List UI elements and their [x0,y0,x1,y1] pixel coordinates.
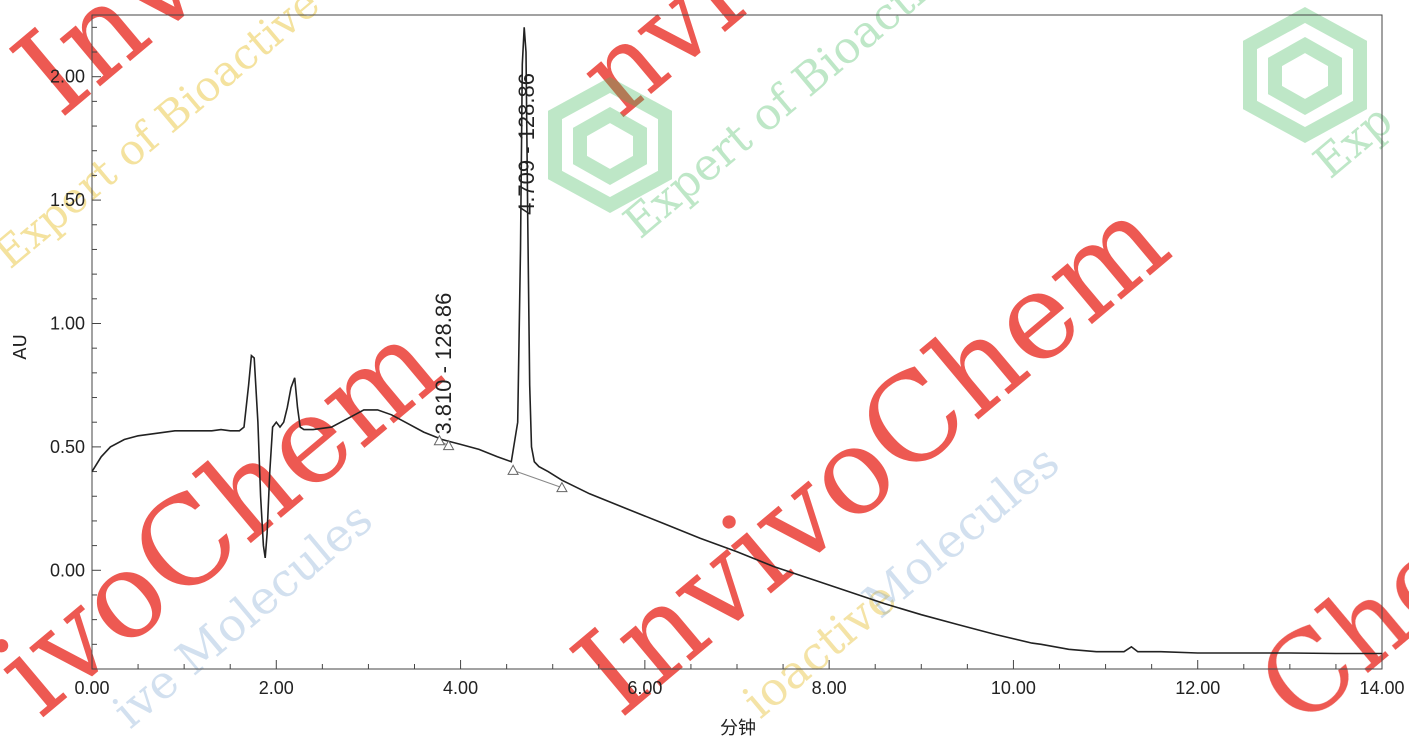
x-tick-label: 8.00 [812,678,847,698]
x-tick-label: 0.00 [74,678,109,698]
watermark-logo-icon [548,77,672,213]
x-tick-label: 6.00 [627,678,662,698]
peak-annotations: 3.810 - 128.86 4.709 - 128.86 [431,73,539,435]
y-axis-label: AU [10,334,31,360]
x-axis-label: 分钟 [720,718,756,738]
y-tick-label: 0.50 [50,437,85,457]
peak-marker-icon [442,439,455,451]
x-tick-label: 12.00 [1175,678,1220,698]
y-tick-label: 1.00 [50,313,85,333]
x-tick-label: 10.00 [991,678,1036,698]
peak-marker-icon [556,481,568,493]
peak-marker-icon [433,434,446,446]
chromatogram-trace [91,27,1382,655]
y-tick-label: 0.00 [50,560,85,580]
peak-markers [433,434,568,493]
peak-baselines [439,440,563,489]
watermark-brand: ivoChem [0,294,466,738]
watermark-brand: InvivoChem [549,170,1194,738]
x-tick-label: 4.00 [443,678,478,698]
x-tick-label: 14.00 [1359,678,1404,698]
watermark-logo-icon [1243,7,1367,143]
peak-label: 4.709 - 128.86 [514,73,539,215]
axes: 0.00 2.00 4.00 6.00 8.00 10.00 12.00 14.00 0.00 0… [50,14,1405,698]
peak-baseline [512,469,563,489]
y-tick-label: 1.50 [50,190,85,210]
peak-label: 3.810 - 128.86 [431,293,456,435]
peak-marker-icon [507,464,519,475]
y-tick-label: 2.00 [50,67,85,87]
x-tick-label: 2.00 [259,678,294,698]
